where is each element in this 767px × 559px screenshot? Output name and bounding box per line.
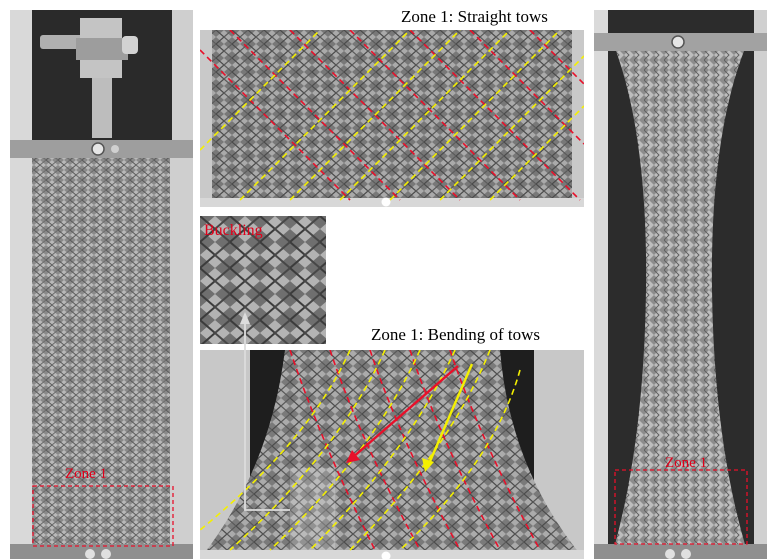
- zone-left-label: Zone 1: [65, 466, 108, 482]
- buckling-pointer: [240, 312, 290, 511]
- buckling-label: Buckling: [204, 222, 263, 239]
- zone1-straight-photo: [200, 30, 584, 207]
- zone1-straight-title: Zone 1: Straight tows: [401, 7, 548, 26]
- buckling-inset-photo: [200, 216, 326, 344]
- zone-right-label: Zone 1: [665, 455, 708, 471]
- left-specimen-photo: [10, 10, 193, 559]
- zone1-bending-title: Zone 1: Bending of tows: [371, 325, 541, 344]
- zone1-bending-photo: [200, 350, 584, 559]
- right-specimen-photo: [594, 10, 767, 559]
